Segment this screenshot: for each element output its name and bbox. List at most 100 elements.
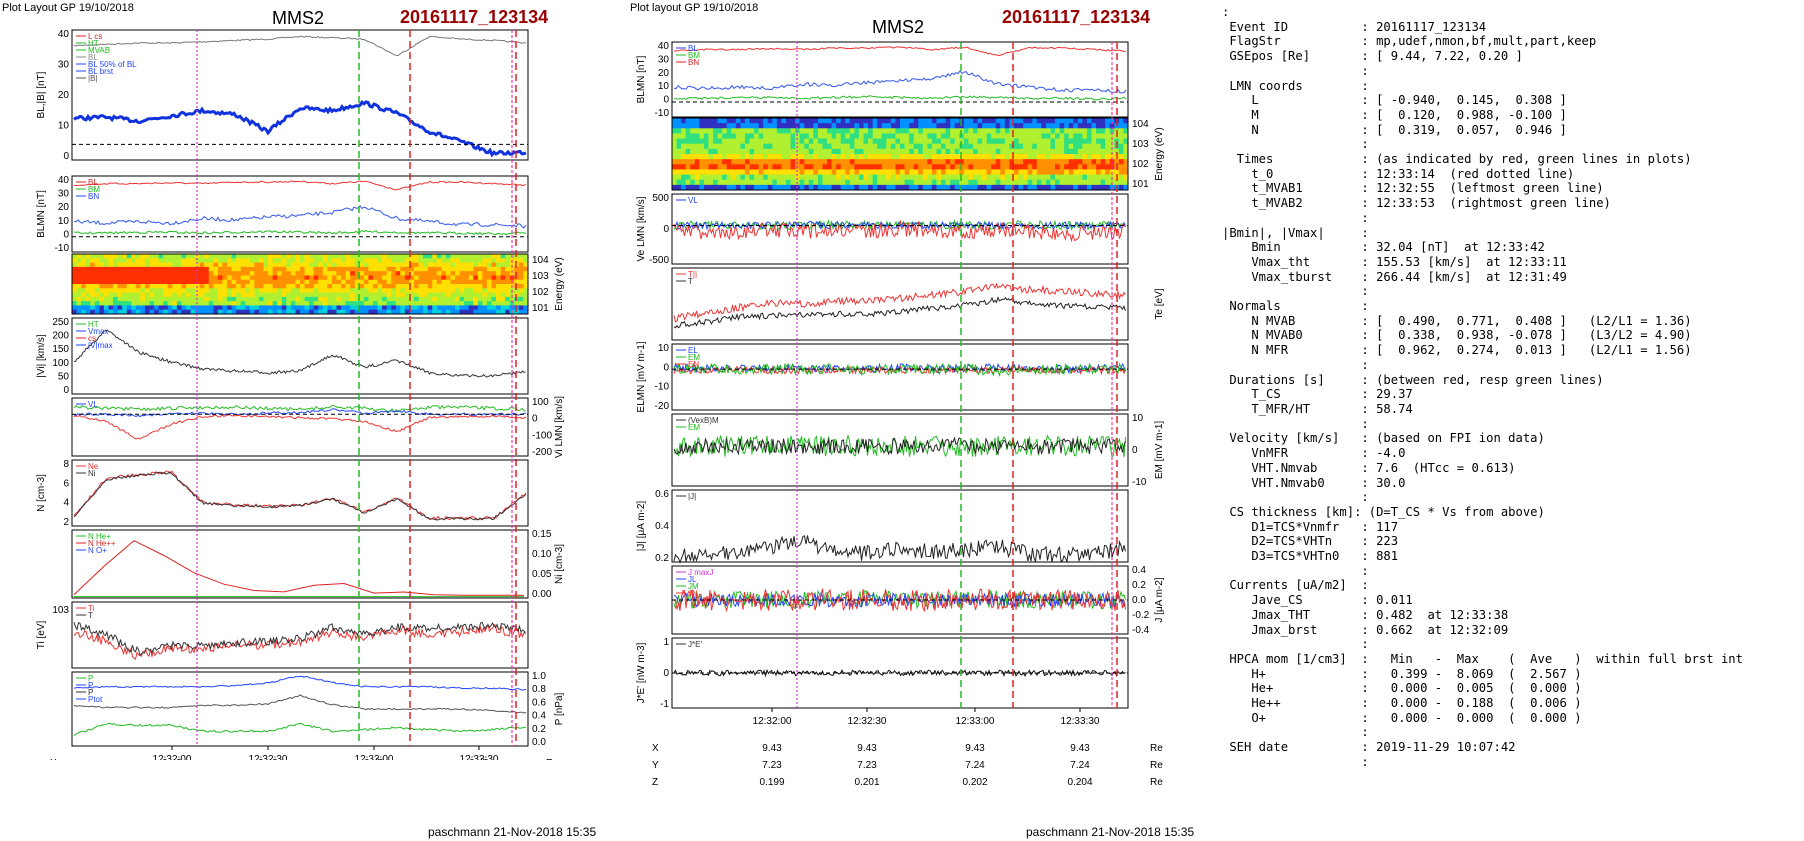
y-tick-label: 10: [658, 343, 670, 354]
legend-label: EM: [688, 353, 700, 362]
position-axis-label: X: [652, 743, 659, 754]
summary-line: Jave_CS : 0.011: [1222, 593, 1413, 608]
panel-frame: [71, 317, 529, 395]
legend-label: JN: [688, 589, 698, 598]
series-VL: [673, 219, 1126, 243]
y-axis-label: EM [mV m-1]: [1154, 421, 1165, 480]
x-tick-label: 12:32:00: [753, 716, 792, 727]
series-BL: [673, 46, 1127, 57]
legend-label: Ne: [88, 462, 99, 471]
x-tick-label: 12:33:00: [956, 716, 995, 727]
legend-label: BL brst: [88, 67, 114, 76]
y-axis-label: BLMN [nT]: [636, 55, 647, 103]
series-VexB: [673, 436, 1126, 456]
y-tick-label: 103: [1132, 139, 1149, 150]
legend-label: VL: [88, 400, 98, 409]
summary-line: He++ : 0.000 - 0.188 ( 0.006 ): [1222, 696, 1582, 711]
y-tick-label: -20: [655, 401, 670, 412]
y-axis-label: Te [eV]: [1154, 288, 1165, 319]
summary-line: L : [ -0.940, 0.145, 0.308 ]: [1222, 93, 1567, 108]
panel-ion_spec-frame: [71, 253, 529, 315]
legend-label: HT: [88, 320, 99, 329]
y-tick-label: 20: [58, 90, 70, 101]
legend-label: BL: [88, 53, 98, 62]
position-value: 7.24: [965, 760, 985, 771]
summary-line: :: [1222, 357, 1369, 372]
position-value: 0.199: [759, 777, 784, 788]
y-tick-label: 0.2: [655, 553, 669, 564]
summary-line: :: [1222, 63, 1369, 78]
y-axis-label: |J| [μA m-2]: [636, 501, 647, 552]
series-Ptot: [73, 675, 527, 691]
middle-event-title: 20161117_123134: [1002, 7, 1151, 27]
summary-line: Normals :: [1222, 299, 1369, 314]
y-tick-label: -10: [655, 108, 670, 119]
y-tick-label: 0.05: [532, 569, 552, 580]
y-tick-label: 0: [663, 668, 669, 679]
position-value: 9.43: [762, 743, 782, 754]
y-tick-label: 0.2: [532, 724, 546, 735]
series-Ni: [73, 471, 527, 521]
y-tick-label: 0: [663, 224, 669, 235]
summary-line: LMN coords :: [1222, 78, 1369, 93]
position-value: 9.43: [162, 758, 182, 760]
x-tick-label: 12:33:30: [460, 754, 499, 760]
legend-label: EL: [688, 346, 698, 355]
legend-label: N O+: [88, 546, 107, 555]
y-tick-label: 2: [63, 517, 69, 528]
y-axis-label: BL,|B| [nT]: [36, 71, 47, 118]
y-axis-label: P [nPa]: [554, 692, 565, 725]
x-tick-label: 12:32:30: [249, 754, 288, 760]
summary-line: t_0 : 12:33:14 (red dotted line): [1222, 166, 1575, 181]
summary-line: N : [ 0.319, 0.057, 0.946 ]: [1222, 122, 1567, 137]
left-spacecraft-title: MMS2: [272, 8, 325, 28]
y-tick-label: 102: [1132, 159, 1149, 170]
series-BM: [73, 205, 527, 229]
y-tick-label: 0.4: [532, 711, 546, 722]
position-unit: Re: [1150, 743, 1163, 754]
y-tick-label: 0.15: [532, 529, 552, 540]
y-tick-label: 0.2: [1132, 580, 1146, 591]
y-tick-label: 1.0: [532, 671, 546, 682]
legend-label: Ni: [88, 469, 96, 478]
y-tick-label: 104: [1132, 119, 1149, 130]
panel-ion_spec: 104 103 102 101 Energy (eV): [71, 253, 565, 315]
summary-line: :: [1222, 210, 1369, 225]
legend-label: J*E': [688, 640, 702, 649]
panel-e_spec: 104 103 102 101 Energy (eV): [671, 117, 1165, 191]
series-BM: [673, 70, 1127, 94]
y-tick-label: 0: [663, 362, 669, 373]
summary-line: D1=TCS*Vnmfr : 117: [1222, 519, 1399, 534]
summary-line: M : [ 0.120, 0.988, -0.100 ]: [1222, 107, 1567, 122]
y-tick-label: 0: [1132, 445, 1138, 456]
y-tick-label: 103: [52, 605, 69, 616]
summary-line: VnMFR : -4.0: [1222, 446, 1406, 461]
left-layout-label: Plot Layout GP 19/10/2018: [2, 2, 134, 14]
summary-line: HPCA mom [1/cm3] : Min - Max ( Ave ) wit…: [1222, 651, 1743, 666]
summary-line: :: [1222, 754, 1369, 769]
series-BN: [673, 95, 1127, 101]
y-tick-label: 101: [1132, 179, 1149, 190]
series-VM: [73, 404, 527, 414]
y-tick-label: -10: [655, 382, 670, 393]
summary-line: D2=TCS*VHTn : 223: [1222, 534, 1399, 549]
panel-E_M: 10 0 -10 EM [mV m-1] (VexB)MEM: [671, 413, 1165, 488]
series-He++: [73, 540, 524, 596]
summary-line: Velocity [km/s] : (based on FPI ion data…: [1222, 431, 1545, 446]
legend-label: BN: [88, 192, 99, 201]
y-tick-label: 101: [532, 303, 549, 314]
y-axis-label: ELMN [mV m-1]: [636, 341, 647, 412]
legend-label: BL: [688, 44, 698, 53]
panel-frame: [71, 459, 529, 527]
summary-line: VHT.Nmvab0 : 30.0: [1222, 475, 1406, 490]
y-tick-label: 0.0: [532, 737, 546, 748]
y-tick-label: 150: [52, 344, 69, 355]
y-tick-label: -0.4: [1132, 625, 1150, 636]
